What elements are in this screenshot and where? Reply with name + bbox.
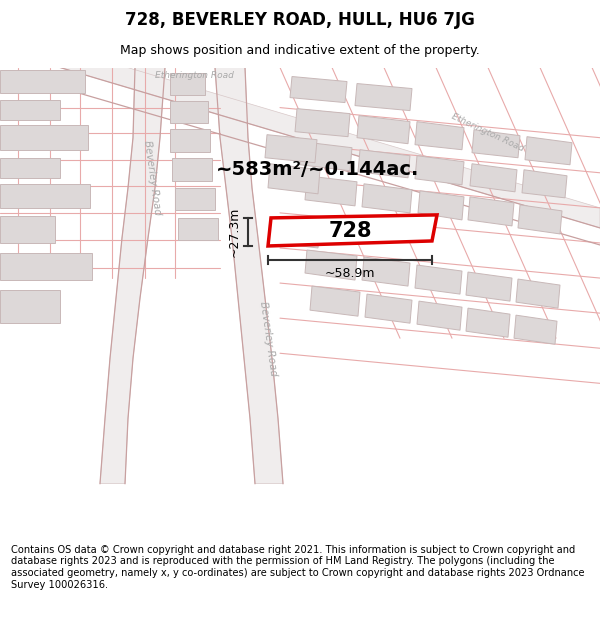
Polygon shape — [514, 315, 557, 344]
Polygon shape — [215, 68, 283, 484]
Polygon shape — [470, 164, 517, 192]
Text: 728, BEVERLEY ROAD, HULL, HU6 7JG: 728, BEVERLEY ROAD, HULL, HU6 7JG — [125, 11, 475, 29]
Polygon shape — [357, 116, 410, 144]
Polygon shape — [466, 272, 512, 301]
Polygon shape — [365, 294, 412, 323]
Polygon shape — [522, 170, 567, 198]
Text: Beverley Road: Beverley Road — [142, 140, 162, 216]
Polygon shape — [415, 265, 462, 294]
Polygon shape — [525, 137, 572, 165]
Polygon shape — [170, 72, 205, 94]
Polygon shape — [170, 129, 210, 152]
Polygon shape — [268, 215, 437, 246]
Polygon shape — [358, 150, 410, 178]
Polygon shape — [468, 197, 514, 226]
Text: ~583m²/~0.144ac.: ~583m²/~0.144ac. — [217, 160, 419, 179]
Polygon shape — [0, 253, 92, 280]
Text: Map shows position and indicative extent of the property.: Map shows position and indicative extent… — [120, 44, 480, 57]
Polygon shape — [0, 69, 85, 92]
Polygon shape — [60, 48, 600, 228]
Polygon shape — [518, 205, 562, 234]
Text: Beverley Road: Beverley Road — [258, 300, 278, 376]
Polygon shape — [417, 301, 462, 330]
Polygon shape — [300, 142, 352, 171]
Text: ~27.3m: ~27.3m — [227, 207, 241, 257]
Polygon shape — [178, 218, 218, 240]
Polygon shape — [305, 176, 357, 206]
Polygon shape — [310, 286, 360, 316]
Polygon shape — [265, 134, 317, 162]
Polygon shape — [0, 158, 60, 177]
Polygon shape — [355, 84, 412, 111]
Polygon shape — [516, 279, 560, 308]
Text: ~58.9m: ~58.9m — [325, 266, 375, 279]
Text: 728: 728 — [328, 221, 372, 241]
Polygon shape — [472, 129, 520, 158]
Polygon shape — [362, 184, 412, 213]
Polygon shape — [268, 164, 320, 194]
Polygon shape — [415, 156, 464, 185]
Text: Contains OS data © Crown copyright and database right 2021. This information is : Contains OS data © Crown copyright and d… — [11, 545, 584, 589]
Polygon shape — [0, 124, 88, 150]
Polygon shape — [100, 68, 165, 484]
Text: Etherington Road: Etherington Road — [450, 112, 525, 153]
Polygon shape — [290, 76, 347, 102]
Polygon shape — [305, 250, 357, 280]
Polygon shape — [295, 109, 350, 137]
Polygon shape — [172, 158, 212, 181]
Polygon shape — [466, 308, 510, 338]
Polygon shape — [0, 290, 60, 323]
Polygon shape — [0, 184, 90, 208]
Text: Etherington Road: Etherington Road — [155, 71, 234, 80]
Polygon shape — [175, 188, 215, 210]
Polygon shape — [362, 257, 410, 286]
Polygon shape — [0, 99, 60, 119]
Polygon shape — [268, 218, 320, 248]
Polygon shape — [170, 101, 208, 122]
Polygon shape — [0, 216, 55, 243]
Polygon shape — [418, 191, 464, 220]
Polygon shape — [415, 122, 464, 150]
